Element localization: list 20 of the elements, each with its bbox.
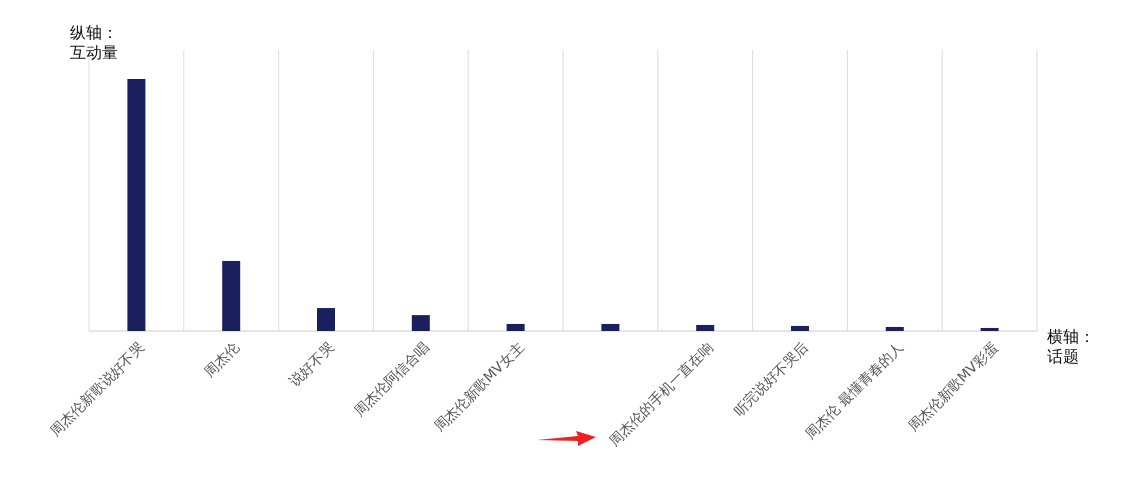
x-tick-label: 周杰伦新歌说好不哭 [46, 338, 148, 440]
bar [127, 79, 146, 331]
x-tick-label: 说好不哭 [286, 338, 337, 390]
bar [317, 308, 335, 331]
x-tick-label: 周杰伦 [201, 338, 243, 380]
bar [791, 325, 809, 331]
bar [696, 324, 715, 331]
bar [506, 323, 525, 331]
x-tick-label: 周杰伦的手机一直在响 [605, 338, 717, 449]
bar [980, 327, 999, 331]
bar [601, 323, 620, 331]
x-tick-label: 听完说好不哭后 [730, 338, 811, 420]
x-tick-label: 周杰伦新歌MV彩蛋 [904, 338, 1001, 435]
y-axis-title: 纵轴：互动量 [70, 23, 118, 62]
x-axis-title: 横轴：话题 [1047, 327, 1095, 366]
x-tick-label: 周杰伦阿信合唱 [351, 338, 432, 420]
bar [222, 260, 241, 331]
bar [885, 326, 904, 331]
x-tick-label: 周杰伦新歌MV女主 [430, 338, 527, 435]
bar [411, 315, 430, 331]
